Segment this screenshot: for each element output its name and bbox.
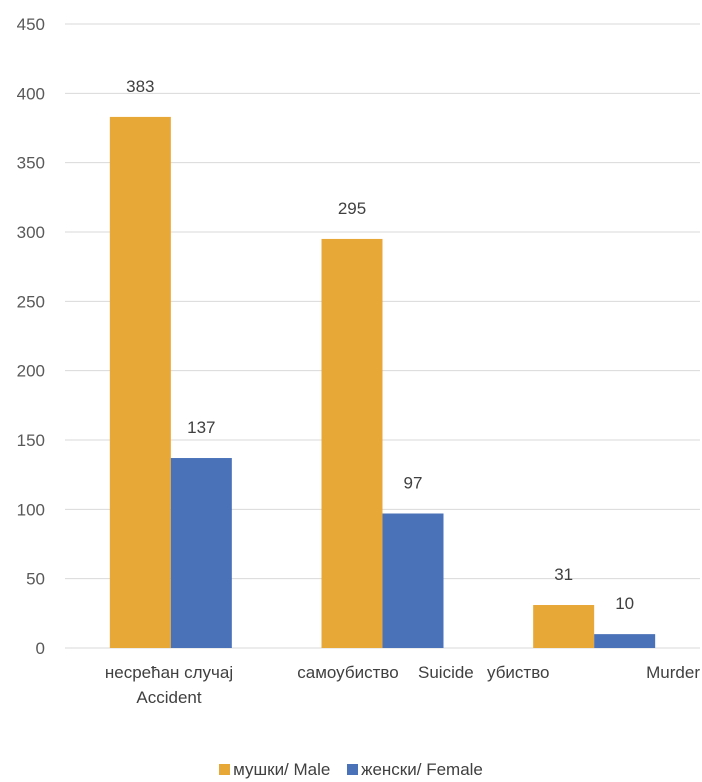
y-tick-label: 150 <box>17 431 45 450</box>
legend-item-female: женски/ Female <box>347 760 483 780</box>
y-tick-label: 400 <box>17 84 45 103</box>
data-label: 31 <box>554 565 573 584</box>
legend-swatch-female <box>347 764 359 775</box>
category-label-0: несрећан случај <box>105 663 233 682</box>
category-label-0: Accident <box>136 688 201 707</box>
category-labels: несрећан случај Accident самоубиство Suicid… <box>105 663 700 707</box>
data-label: 97 <box>404 473 423 492</box>
legend-swatch-male <box>219 764 231 775</box>
data-label: 383 <box>126 77 154 96</box>
category-label-1: самоубиство <box>297 663 398 682</box>
y-tick-label: 250 <box>17 292 45 311</box>
category-label-2: Murder <box>646 663 700 682</box>
y-tick-label: 350 <box>17 154 45 173</box>
y-tick-label: 300 <box>17 223 45 242</box>
legend-label-female: женски/ Female <box>361 760 483 779</box>
y-tick-label: 50 <box>26 570 45 589</box>
bar-female-2 <box>594 634 656 648</box>
bar-female-0 <box>170 458 232 648</box>
data-label: 137 <box>187 418 215 437</box>
y-tick-label: 100 <box>17 500 45 519</box>
legend: мушки/ Male женски/ Female <box>0 760 702 780</box>
category-label-2: убиство <box>487 663 550 682</box>
y-tick-label: 450 <box>17 15 45 34</box>
bar-male-2 <box>533 605 595 648</box>
y-tick-label: 0 <box>36 639 45 658</box>
bar-female-1 <box>382 513 444 648</box>
y-axis-tick-labels: 0 50 100 150 200 250 300 350 400 450 <box>17 15 45 658</box>
bar-male-0 <box>109 116 171 648</box>
data-label: 295 <box>338 199 366 218</box>
bar-male-1 <box>321 238 383 648</box>
category-label-1: Suicide <box>418 663 474 682</box>
y-tick-label: 200 <box>17 362 45 381</box>
data-label: 10 <box>615 594 634 613</box>
bars <box>109 116 656 648</box>
legend-label-male: мушки/ Male <box>233 760 331 779</box>
data-labels: 383 295 31 137 97 10 <box>126 77 634 613</box>
legend-item-male: мушки/ Male <box>219 760 330 780</box>
